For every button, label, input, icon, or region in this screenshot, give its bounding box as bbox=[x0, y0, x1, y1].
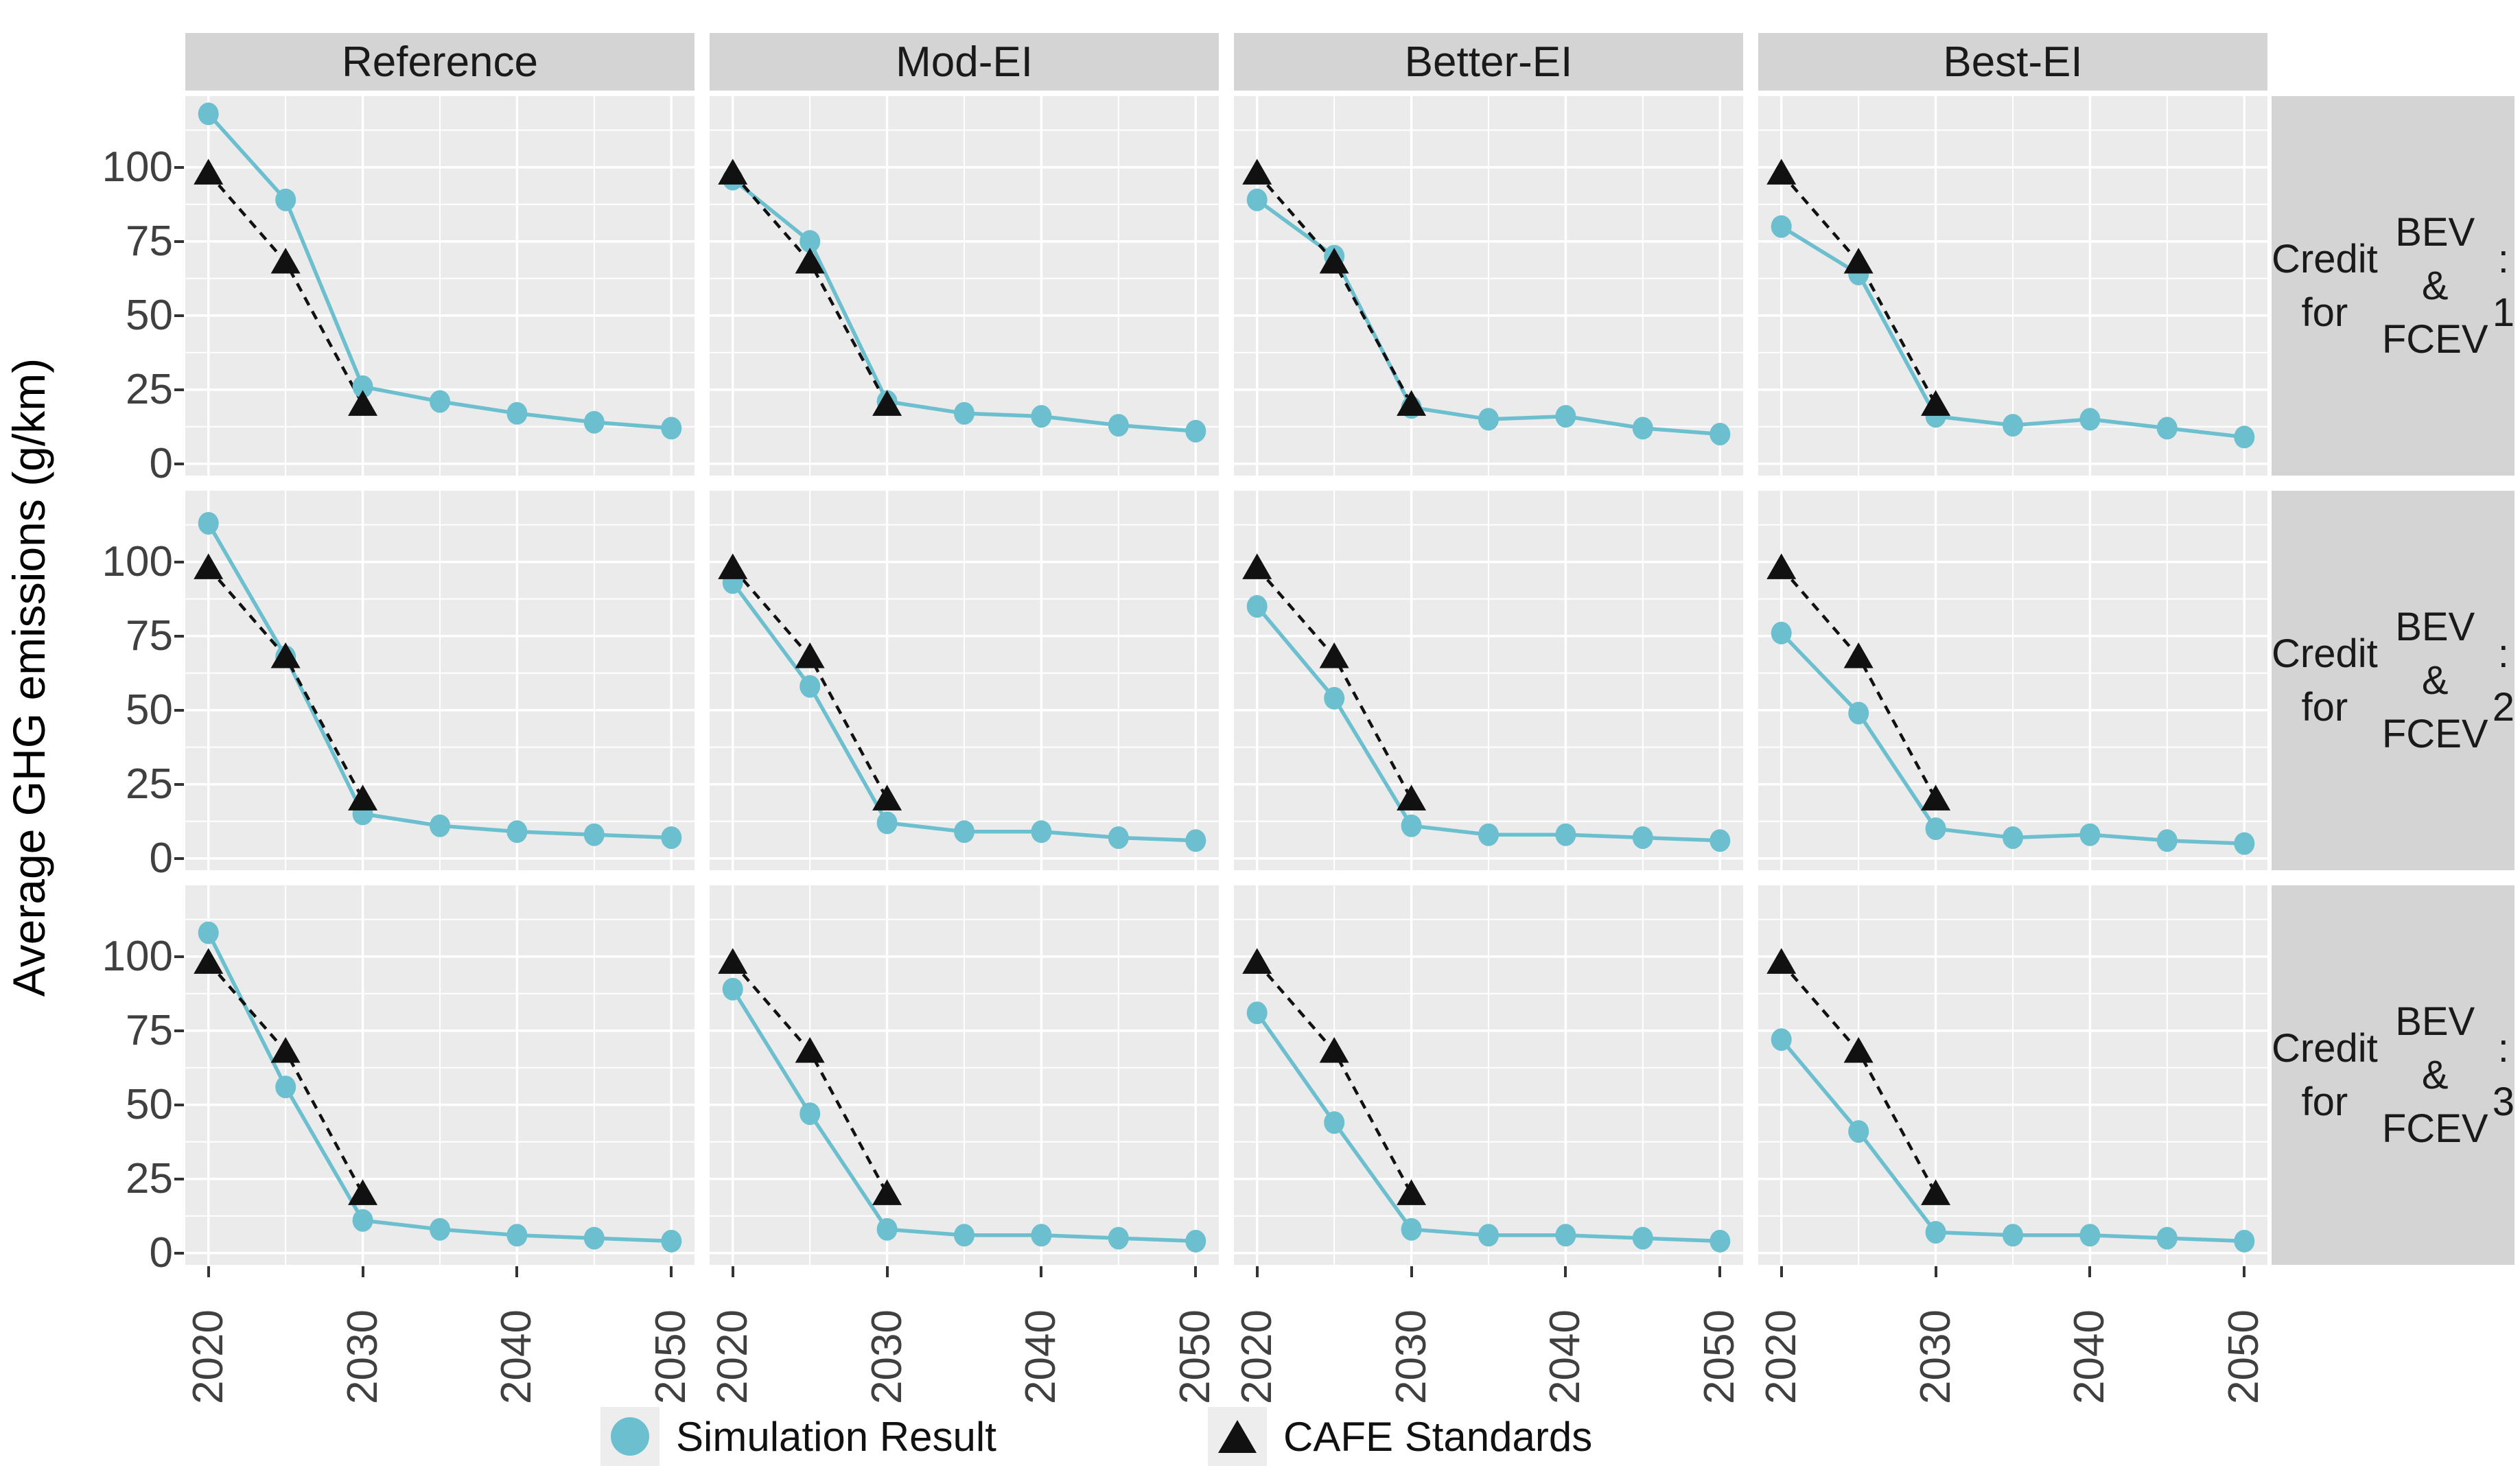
x-tick-mark bbox=[1194, 1266, 1197, 1277]
x-tick-mark bbox=[2088, 1266, 2091, 1277]
facet-panel-Better-EI-row1 bbox=[1234, 96, 1743, 476]
facet-panel-Mod-EI-row2 bbox=[710, 491, 1219, 870]
y-tick-label: 50 bbox=[126, 686, 173, 734]
legend-label-cafe: CAFE Standards bbox=[1283, 1413, 1593, 1460]
facet-panel-Reference-row3 bbox=[185, 885, 695, 1265]
x-tick-label: 2020 bbox=[1233, 1309, 1281, 1404]
x-tick-label: 2040 bbox=[1017, 1309, 1064, 1404]
facet-panel-Best-EI-row1 bbox=[1758, 96, 2267, 476]
x-tick-mark bbox=[1040, 1266, 1042, 1277]
row-strip-1: Credit for BEV & FCEV: 1 bbox=[2272, 96, 2515, 476]
x-tick-label: 2050 bbox=[1696, 1309, 1743, 1404]
column-strip-Best-EI: Best-EI bbox=[1758, 33, 2267, 91]
y-tick-label: 75 bbox=[126, 1007, 173, 1054]
y-tick-mark bbox=[174, 783, 184, 786]
chart-legend: Simulation Result CAFE Standards bbox=[0, 1404, 2520, 1473]
x-tick-mark bbox=[732, 1266, 734, 1277]
x-tick-label: 2050 bbox=[2220, 1309, 2267, 1404]
facet-panel-Reference-row1 bbox=[185, 96, 695, 476]
y-tick-label: 25 bbox=[126, 366, 173, 413]
facet-panel-Best-EI-row2 bbox=[1758, 491, 2267, 870]
x-tick-mark bbox=[515, 1266, 518, 1277]
y-tick-label: 100 bbox=[102, 538, 173, 585]
x-tick-mark bbox=[886, 1266, 889, 1277]
legend-key-simulation: Simulation Result bbox=[600, 1407, 996, 1466]
x-tick-label: 2040 bbox=[493, 1309, 540, 1404]
facet-panel-Best-EI-row3 bbox=[1758, 885, 2267, 1265]
x-tick-mark bbox=[207, 1266, 210, 1277]
y-tick-mark bbox=[174, 240, 184, 243]
y-tick-mark bbox=[174, 314, 184, 317]
y-tick-label: 25 bbox=[126, 1155, 173, 1202]
x-tick-label: 2020 bbox=[185, 1309, 232, 1404]
y-tick-mark bbox=[174, 463, 184, 465]
y-tick-label: 25 bbox=[126, 760, 173, 808]
row-strip-3: Credit for BEV & FCEV: 3 bbox=[2272, 885, 2515, 1265]
y-tick-mark bbox=[174, 1252, 184, 1255]
column-strip-Better-EI: Better-EI bbox=[1234, 33, 1743, 91]
x-tick-label: 2030 bbox=[339, 1309, 386, 1404]
x-tick-label: 2040 bbox=[2066, 1309, 2113, 1404]
y-tick-mark bbox=[174, 1029, 184, 1032]
x-tick-mark bbox=[1410, 1266, 1413, 1277]
simulation-circle-icon bbox=[611, 1417, 649, 1456]
x-tick-mark bbox=[1935, 1266, 1937, 1277]
x-tick-label: 2040 bbox=[1541, 1309, 1589, 1404]
y-tick-label: 100 bbox=[102, 933, 173, 980]
y-tick-label: 0 bbox=[149, 1229, 173, 1277]
column-strip-Reference: Reference bbox=[185, 33, 695, 91]
facet-panel-Better-EI-row3 bbox=[1234, 885, 1743, 1265]
x-tick-mark bbox=[670, 1266, 673, 1277]
y-tick-label: 100 bbox=[102, 143, 173, 191]
y-tick-mark bbox=[174, 1178, 184, 1180]
column-strip-Mod-EI: Mod-EI bbox=[710, 33, 1219, 91]
x-tick-label: 2030 bbox=[1912, 1309, 1959, 1404]
x-tick-mark bbox=[1780, 1266, 1783, 1277]
x-tick-label: 2050 bbox=[1171, 1309, 1219, 1404]
y-tick-label: 0 bbox=[149, 440, 173, 487]
y-tick-mark bbox=[174, 561, 184, 563]
facet-panel-Mod-EI-row1 bbox=[710, 96, 1219, 476]
y-tick-mark bbox=[174, 388, 184, 391]
y-tick-label: 50 bbox=[126, 1081, 173, 1128]
cafe-triangle-icon bbox=[1218, 1420, 1257, 1453]
x-tick-mark bbox=[362, 1266, 364, 1277]
row-strip-2: Credit for BEV & FCEV: 2 bbox=[2272, 491, 2515, 870]
x-tick-label: 2020 bbox=[1758, 1309, 1805, 1404]
y-tick-mark bbox=[174, 709, 184, 712]
y-tick-mark bbox=[174, 857, 184, 860]
x-tick-label: 2030 bbox=[863, 1309, 911, 1404]
x-tick-mark bbox=[2243, 1266, 2245, 1277]
x-tick-label: 2030 bbox=[1388, 1309, 1435, 1404]
legend-label-simulation: Simulation Result bbox=[676, 1413, 996, 1460]
x-tick-label: 2050 bbox=[647, 1309, 695, 1404]
y-tick-mark bbox=[174, 955, 184, 958]
x-tick-label: 2020 bbox=[709, 1309, 756, 1404]
y-tick-mark bbox=[174, 1104, 184, 1106]
x-tick-mark bbox=[1718, 1266, 1721, 1277]
y-tick-label: 75 bbox=[126, 218, 173, 265]
x-tick-mark bbox=[1564, 1266, 1567, 1277]
y-tick-mark bbox=[174, 635, 184, 638]
legend-key-cafe: CAFE Standards bbox=[1208, 1407, 1592, 1466]
y-tick-mark bbox=[174, 166, 184, 169]
y-tick-label: 75 bbox=[126, 612, 173, 660]
facet-panel-Mod-EI-row3 bbox=[710, 885, 1219, 1265]
facet-panel-Better-EI-row2 bbox=[1234, 491, 1743, 870]
y-tick-label: 50 bbox=[126, 292, 173, 339]
x-tick-mark bbox=[1256, 1266, 1259, 1277]
y-tick-label: 0 bbox=[149, 835, 173, 882]
facet-panel-Reference-row2 bbox=[185, 491, 695, 870]
